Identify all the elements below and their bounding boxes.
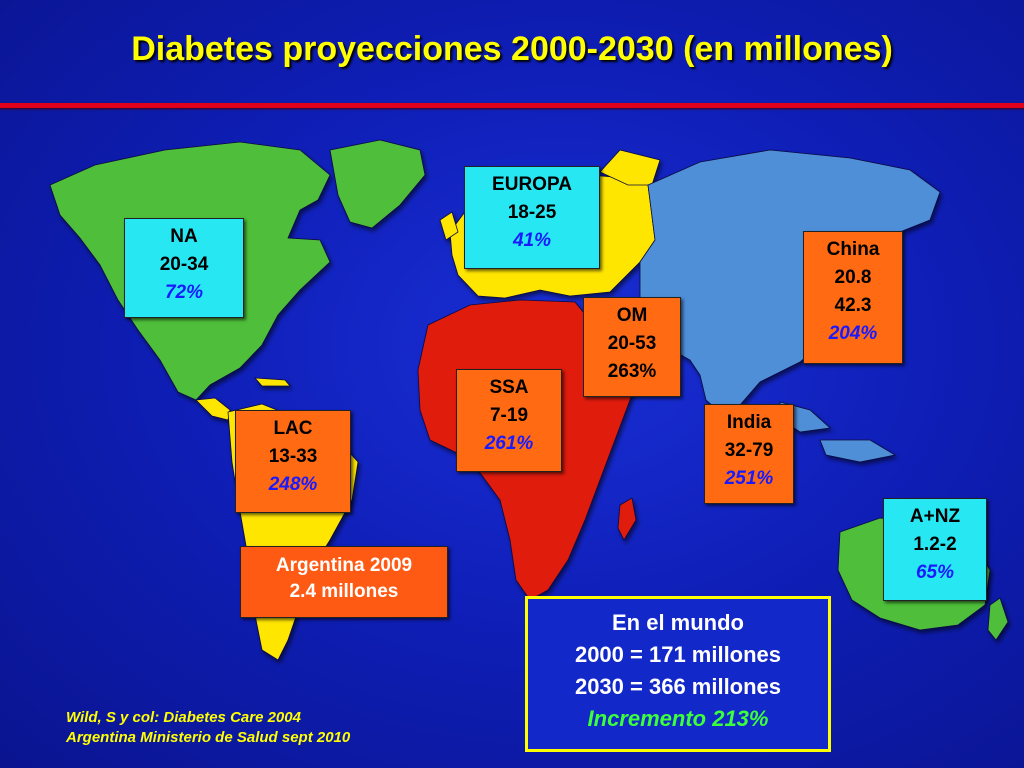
region-label-china: China 20.8 42.3 204% (803, 231, 903, 364)
region-range: 13-33 (268, 446, 318, 467)
world-2030-line: 2030 = 366 millones (574, 674, 782, 699)
region-range: 32-79 (724, 440, 774, 461)
region-name: OM (616, 305, 648, 326)
source-line: Argentina Ministerio de Salud sept 2010 (66, 729, 351, 746)
argentina-label: Argentina 2009 2.4 millones (240, 546, 448, 618)
region-name: India (726, 412, 772, 433)
greenland-shape (329, 139, 426, 229)
region-value-2030: 42.3 (834, 295, 872, 316)
central-america-shape (195, 397, 231, 421)
region-percent: 248% (268, 474, 318, 495)
region-percent: 41% (512, 230, 552, 251)
region-name: A+NZ (909, 506, 961, 527)
region-label-india: India 32-79 251% (704, 404, 794, 504)
uk-shape (439, 211, 459, 241)
region-percent: 72% (164, 282, 204, 303)
title-divider (0, 103, 1024, 108)
argentina-value-line: 2.4 millones (289, 581, 399, 602)
world-summary-box: En el mundo 2000 = 171 millones 2030 = 3… (525, 596, 831, 752)
caribbean-shape (254, 377, 291, 387)
region-label-lac: LAC 13-33 248% (235, 410, 351, 513)
argentina-year-line: Argentina 2009 (275, 555, 413, 576)
region-label-na: NA 20-34 72% (124, 218, 244, 318)
new-zealand-shape (987, 597, 1009, 641)
region-percent: 263% (607, 361, 657, 382)
region-label-ssa: SSA 7-19 261% (456, 369, 562, 472)
region-name: SSA (489, 377, 529, 398)
region-percent: 204% (828, 323, 878, 344)
region-label-om: OM 20-53 263% (583, 297, 681, 397)
region-percent: 251% (724, 468, 774, 489)
slide-title: Diabetes proyecciones 2000-2030 (en mill… (131, 30, 893, 68)
region-range: 7-19 (489, 405, 529, 426)
region-value-2000: 20.8 (834, 267, 872, 288)
region-range: 20-53 (607, 333, 657, 354)
region-range: 18-25 (507, 202, 557, 223)
source-citations: Wild, S y col: Diabetes Care 2004 Argent… (66, 708, 350, 748)
region-range: 20-34 (159, 254, 209, 275)
world-increase-line: Incremento 213% (587, 706, 769, 731)
region-percent: 261% (484, 433, 534, 454)
region-label-europa: EUROPA 18-25 41% (464, 166, 600, 269)
region-name: EUROPA (492, 174, 572, 195)
region-name: LAC (273, 418, 313, 439)
world-heading: En el mundo (612, 610, 744, 635)
region-percent: 65% (915, 562, 955, 583)
scandinavia-shape (599, 149, 661, 186)
region-name: NA (170, 226, 198, 247)
indonesia-shape (819, 439, 897, 463)
world-2000-line: 2000 = 171 millones (574, 642, 782, 667)
region-range: 1.2-2 (913, 534, 957, 555)
madagascar-shape (617, 497, 637, 541)
source-line: Wild, S y col: Diabetes Care 2004 (66, 709, 301, 726)
region-name: China (826, 239, 880, 260)
region-label-anz: A+NZ 1.2-2 65% (883, 498, 987, 601)
